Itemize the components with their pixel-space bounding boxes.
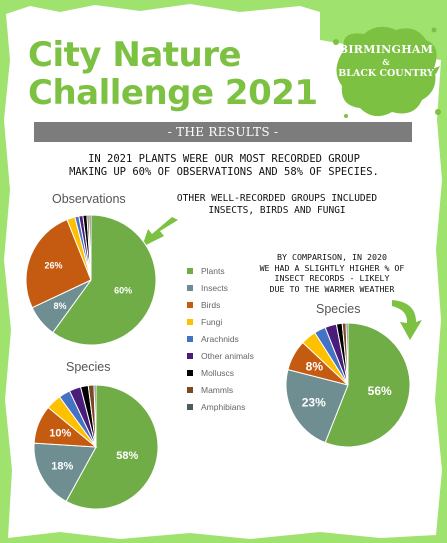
legend-swatch (187, 352, 193, 359)
pie-slice-plants (65, 384, 159, 510)
logo-line-1: BIRMINGHAM (338, 43, 434, 56)
legend-label: Molluscs (201, 367, 235, 378)
pie-data-label: 8% (53, 301, 66, 311)
chart-legend: Plants Insects Birds Fungi Arachnids Other an… (187, 262, 254, 415)
legend-item-other-animals: Other animals (187, 347, 254, 364)
legend-label: Insects (201, 282, 228, 293)
species-2021-chart-title: Species (66, 360, 111, 374)
other-groups-text: OTHER WELL-RECORDED GROUPS INCLUDED INSE… (152, 193, 402, 217)
legend-item-fungi: Fungi (187, 313, 254, 330)
pie-slice-birds (25, 218, 92, 309)
comparison-text: BY COMPARISON, IN 2020 WE HAD A SLIGHTLY… (252, 252, 412, 294)
legend-swatch (187, 267, 193, 274)
pie-data-label: 58% (116, 450, 138, 462)
species-2020-chart-title: Species (316, 302, 361, 316)
pie-slice-insects (285, 368, 349, 444)
legend-swatch (187, 386, 193, 393)
comparison-line-2: WE HAD A SLIGHTLY HIGHER % OF (259, 262, 405, 273)
pie-slice-amphibians (345, 322, 349, 386)
logo-splat (333, 26, 441, 118)
legend-item-insects: Insects (187, 279, 254, 296)
comparison-line-3: INSECT RECORDS - LIKELY (274, 273, 390, 283)
comparison-line-1: BY COMPARISON, IN 2020 (277, 252, 387, 262)
pie-data-label: 60% (114, 286, 132, 296)
logo-badge: BIRMINGHAM & BLACK COUNTRY (336, 44, 436, 80)
legend-item-mammls: Mammls (187, 381, 254, 398)
pie-data-label: 10% (49, 428, 71, 440)
observations-chart-title: Observations (52, 192, 126, 206)
curved-arrow-icon (392, 300, 422, 340)
headline-text: IN 2021 PLANTS WERE OUR MOST RECORDED GR… (40, 153, 408, 179)
species-2020-pie-chart: 56% 23% 8% (285, 322, 411, 448)
pie-slice-insects (33, 442, 97, 503)
pie-slice-plants (324, 322, 411, 448)
title-line-2: Challenge 2021 (28, 73, 318, 113)
legend-item-birds: Birds (187, 296, 254, 313)
legend-item-plants: Plants (187, 262, 254, 279)
page-title: City Nature Challenge 2021 (28, 36, 318, 112)
pie-slice-amphibians (88, 214, 92, 281)
legend-label: Amphibians (201, 401, 246, 412)
arrow-down-left-icon (142, 217, 178, 247)
pie-slice-amphibians (93, 384, 97, 448)
legend-label: Birds (201, 299, 221, 310)
legend-label: Other animals (201, 350, 254, 361)
legend-swatch (187, 301, 193, 308)
logo-line-3: BLACK COUNTRY (338, 68, 434, 79)
legend-item-molluscs: Molluscs (187, 364, 254, 381)
other-groups-line-2: INSECTS, BIRDS AND FUNGI (208, 205, 346, 216)
logo-line-2: & (382, 57, 390, 67)
other-groups-line-1: OTHER WELL-RECORDED GROUPS INCLUDED (176, 193, 378, 204)
species-2021-pie-chart: 58% 18% 10% (33, 384, 159, 510)
legend-label: Fungi (201, 316, 223, 327)
pie-data-label: 26% (45, 260, 63, 270)
pie-data-label: 8% (306, 360, 324, 374)
legend-item-arachnids: Arachnids (187, 330, 254, 347)
pie-data-label: 23% (302, 396, 326, 410)
legend-swatch (187, 335, 193, 342)
legend-swatch (187, 403, 193, 410)
pie-data-label: 56% (368, 384, 392, 398)
pie-data-label: 18% (51, 460, 73, 472)
legend-label: Plants (201, 265, 225, 276)
legend-label: Arachnids (201, 333, 239, 344)
results-banner: - THE RESULTS - (34, 122, 412, 142)
legend-swatch (187, 284, 193, 291)
comparison-line-4: DUE TO THE WARMER WEATHER (269, 283, 395, 294)
headline-line-1: IN 2021 PLANTS WERE OUR MOST RECORDED GR… (88, 153, 360, 165)
pie-slice-plants (52, 214, 157, 346)
observations-pie-chart: 60% 8% 26% (25, 214, 157, 346)
legend-item-amphibians: Amphibians (187, 398, 254, 415)
headline-line-2: MAKING UP 60% OF OBSERVATIONS AND 58% OF… (69, 166, 379, 178)
legend-swatch (187, 318, 193, 325)
legend-swatch (187, 369, 193, 376)
title-line-1: City Nature (28, 35, 242, 75)
legend-label: Mammls (201, 384, 234, 395)
